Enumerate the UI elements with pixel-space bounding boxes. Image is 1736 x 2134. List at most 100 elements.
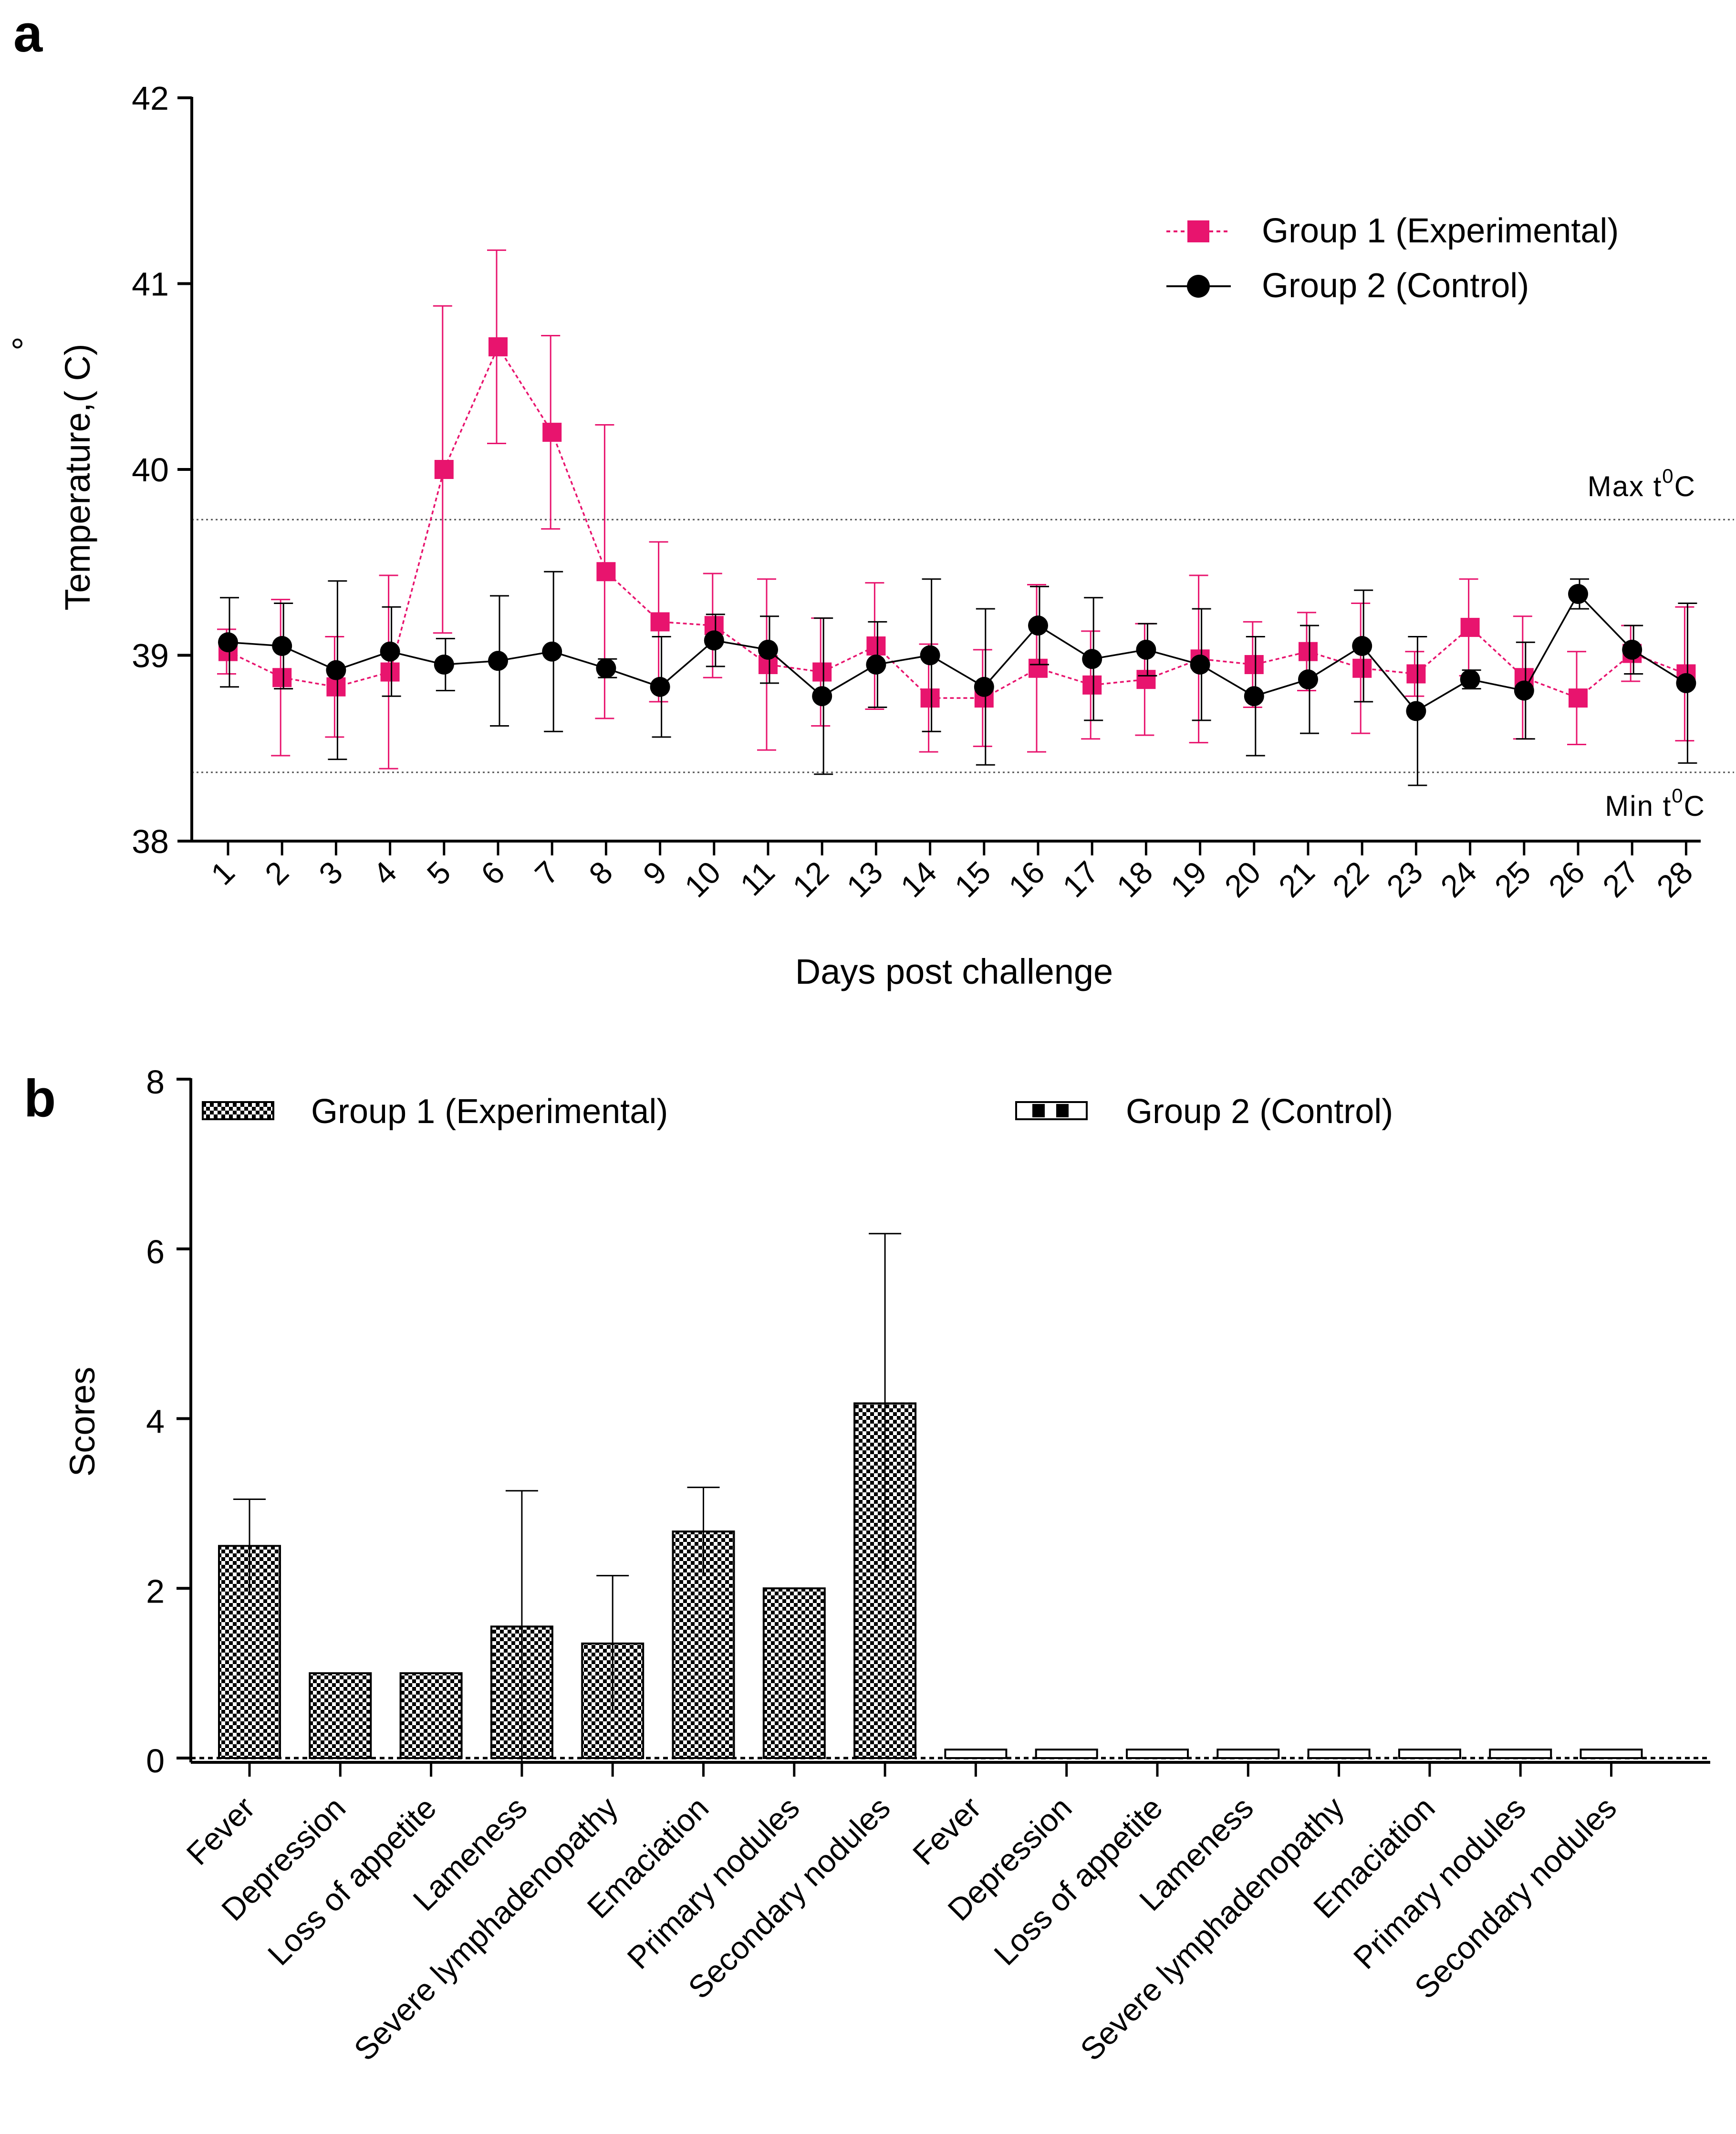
temperature-x-tick-label: 4 [366, 854, 403, 892]
scores-axes [189, 1078, 1710, 1764]
scores-bars [218, 1233, 1643, 1762]
temperature-y-tick-label: 42 [132, 80, 169, 117]
bar-group2 [1580, 1749, 1643, 1759]
temperature-x-tick-label: 19 [1164, 854, 1213, 904]
data-point [542, 423, 562, 442]
data-point [1352, 658, 1372, 678]
temperature-x-axis-title: Days post challenge [795, 952, 1113, 991]
temperature-axes [190, 97, 1701, 843]
bar-group2 [1035, 1749, 1098, 1759]
scores-y-tick-label: 2 [146, 1572, 165, 1610]
panel-b-letter: b [24, 1069, 56, 1128]
data-point [866, 654, 886, 675]
temperature-legend: Group 1 (Experimental) Group 2 (Control) [1166, 212, 1619, 305]
legend-group2-label: Group 2 (Control) [1262, 267, 1529, 305]
bar-group2 [1489, 1749, 1552, 1759]
data-point [272, 636, 292, 656]
temperature-x-tick-label: 24 [1434, 854, 1483, 904]
data-point [380, 641, 400, 662]
data-point [704, 630, 724, 651]
data-point [1298, 669, 1318, 690]
data-point [1622, 639, 1642, 660]
temperature-y-tick-label: 40 [132, 451, 169, 489]
data-point [380, 662, 400, 682]
bar-group2 [944, 1749, 1008, 1759]
temperature-x-tick-label: 11 [733, 854, 781, 903]
temperature-x-tick-label: 9 [636, 854, 673, 892]
scores-y-tick-label: 4 [146, 1403, 165, 1440]
scores-x-tick-label: Loss of appetite [261, 1790, 443, 1972]
legend-group2-marker [1187, 275, 1210, 298]
legend-item-group1: Group 1 (Experimental) [1166, 212, 1619, 250]
temperature-x-tick-label: 5 [420, 854, 457, 892]
temperature-x-tick-label: 21 [1272, 854, 1321, 904]
bar-group2 [1398, 1749, 1461, 1759]
temperature-x-tick-label: 22 [1326, 854, 1375, 904]
legend-item-group2: Group 2 (Control) [1166, 267, 1529, 305]
min-ref-label: Min t0C [1605, 784, 1705, 822]
data-point [488, 651, 508, 671]
data-point [1082, 675, 1102, 695]
data-point [218, 632, 238, 653]
max-ref-label: Max t0C [1588, 465, 1696, 502]
temperature-y-axis-title: Temperature,( C) [58, 344, 97, 610]
temperature-x-tick-label: 23 [1380, 854, 1429, 904]
bar-group1 [853, 1402, 917, 1759]
bar-group1 [309, 1672, 372, 1759]
temperature-y-tick-label: 41 [132, 266, 169, 303]
data-point [758, 639, 778, 660]
temperature-x-tick-label: 15 [947, 854, 997, 904]
legend-group2-swatch [1015, 1101, 1088, 1120]
data-point [650, 677, 670, 697]
legend-group1-label: Group 1 (Experimental) [1262, 212, 1619, 250]
temperature-x-tick-label: 16 [1002, 854, 1051, 904]
data-point [1460, 669, 1480, 690]
data-point [920, 645, 940, 666]
bar-group1 [762, 1587, 826, 1759]
legend-item-group1-bars: Group 1 (Experimental) [202, 1093, 668, 1131]
temperature-x-tick-label: 1 [204, 854, 241, 892]
data-point [812, 662, 832, 682]
temperature-y-tick-label: 38 [132, 823, 169, 860]
data-point [542, 641, 562, 662]
scores-x-tick-label: Fever [906, 1790, 988, 1872]
data-point [1082, 649, 1102, 669]
bar-group2 [1216, 1749, 1280, 1759]
scores-x-tick-label: Primary nodules [1347, 1790, 1533, 1976]
scores-legend: Group 1 (Experimental) Group 2 (Control) [202, 1093, 1393, 1131]
scores-x-tick-label: Loss of appetite [987, 1790, 1169, 1972]
scores-y-ticks: 0 2 4 6 8 [146, 1063, 191, 1780]
data-point [1028, 615, 1048, 636]
data-point [489, 337, 508, 356]
bar-group2 [1126, 1749, 1189, 1759]
temperature-x-tick-label: 14 [894, 854, 943, 904]
legend-group2-bars-label: Group 2 (Control) [1126, 1093, 1393, 1131]
data-point [1406, 701, 1426, 721]
temperature-x-tick-label: 18 [1110, 854, 1159, 904]
temperature-x-tick-label: 12 [786, 854, 835, 904]
data-point [812, 686, 832, 707]
temperature-x-tick-label: 6 [474, 854, 511, 892]
data-point [326, 660, 346, 680]
data-point [434, 654, 454, 675]
data-point [1352, 636, 1372, 656]
legend-group1-swatch [202, 1101, 274, 1120]
temperature-x-tick-label: 28 [1650, 854, 1699, 904]
data-point [326, 677, 346, 697]
series-line [228, 593, 1687, 712]
temperature-y-ticks: 38 39 40 41 42 [132, 80, 192, 860]
data-point [650, 612, 670, 632]
legend-group2-swatch-block2 [1056, 1104, 1069, 1117]
panel-a-letter: a [13, 4, 43, 63]
data-point [1514, 680, 1534, 701]
data-point [1190, 654, 1210, 675]
data-point [1136, 670, 1156, 689]
temperature-x-tick-label: 2 [258, 854, 295, 892]
data-point [866, 636, 886, 656]
temperature-x-tick-label: 13 [840, 854, 889, 904]
temperature-x-tick-label: 25 [1487, 854, 1537, 904]
legend-group1-bars-label: Group 1 (Experimental) [311, 1093, 668, 1131]
